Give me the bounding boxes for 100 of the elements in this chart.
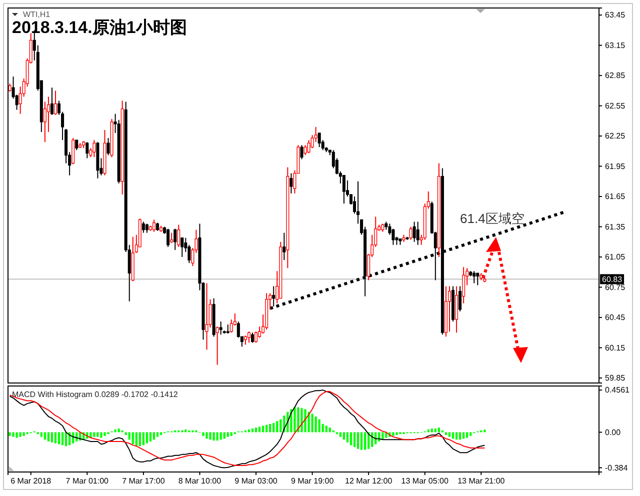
bar bbox=[364, 432, 366, 450]
candlestick bbox=[412, 221, 416, 242]
candlestick bbox=[180, 237, 184, 258]
bar bbox=[12, 432, 14, 437]
text: 2018.3.14.原油1小时图 bbox=[12, 18, 187, 37]
bar bbox=[350, 432, 352, 446]
bar bbox=[438, 428, 440, 432]
bar bbox=[254, 428, 258, 432]
x-tick-label: 9 Mar 03:00 bbox=[234, 476, 278, 486]
candlestick bbox=[92, 140, 96, 158]
bar bbox=[58, 432, 60, 444]
bar bbox=[300, 408, 303, 432]
y-tick-label: 0.4561 bbox=[605, 386, 630, 395]
bar bbox=[360, 432, 363, 450]
candlestick bbox=[244, 335, 247, 346]
bar bbox=[448, 432, 451, 437]
y-tick-label: 61.65 bbox=[605, 192, 626, 202]
candlestick bbox=[219, 321, 222, 336]
y-tick-label: 59.85 bbox=[605, 374, 626, 383]
candlestick bbox=[318, 132, 321, 148]
bar bbox=[8, 432, 11, 436]
bar bbox=[269, 424, 272, 432]
bar bbox=[93, 432, 96, 437]
bar bbox=[40, 432, 42, 437]
candlestick bbox=[448, 286, 451, 332]
bar bbox=[272, 422, 275, 432]
bar bbox=[160, 432, 162, 436]
bar bbox=[251, 428, 254, 432]
y-tick-label: 60.75 bbox=[605, 282, 626, 292]
candlestick bbox=[250, 332, 254, 344]
bar bbox=[396, 432, 398, 436]
candlestick bbox=[75, 140, 78, 151]
bar bbox=[135, 432, 138, 446]
candlestick bbox=[300, 144, 304, 160]
bar bbox=[434, 428, 436, 432]
bar bbox=[276, 421, 278, 432]
bar bbox=[212, 432, 215, 441]
bar bbox=[430, 428, 433, 432]
candlestick bbox=[247, 331, 250, 344]
bar bbox=[156, 432, 159, 437]
bar bbox=[216, 432, 218, 441]
x-tick-label: 7 Mar 01:00 bbox=[66, 476, 110, 486]
bar bbox=[382, 432, 384, 440]
y-tick-label: 61.35 bbox=[605, 222, 626, 232]
bar bbox=[328, 428, 331, 432]
bar bbox=[346, 432, 349, 442]
y-tick-label: 60.15 bbox=[605, 343, 626, 352]
candlestick bbox=[170, 232, 174, 244]
bar bbox=[392, 432, 394, 436]
bar bbox=[152, 432, 156, 440]
candlestick bbox=[50, 87, 54, 116]
bar bbox=[374, 432, 377, 444]
bar bbox=[230, 432, 232, 436]
bar bbox=[209, 432, 212, 440]
candlestick bbox=[409, 226, 412, 240]
bar bbox=[202, 432, 204, 436]
bar bbox=[455, 432, 458, 440]
bar bbox=[470, 432, 472, 436]
y-tick-label: 63.15 bbox=[605, 40, 626, 50]
bar bbox=[223, 432, 226, 439]
bar bbox=[339, 432, 342, 437]
candlestick bbox=[205, 282, 208, 350]
candlestick bbox=[290, 172, 293, 194]
bar bbox=[114, 429, 116, 432]
candlestick bbox=[54, 90, 57, 116]
candlestick bbox=[476, 272, 480, 286]
bar bbox=[297, 407, 300, 432]
candlestick bbox=[342, 174, 346, 204]
x-tick-label: 8 Mar 10:00 bbox=[178, 476, 222, 486]
candlestick bbox=[236, 321, 240, 338]
y-tick-label: 62.55 bbox=[605, 101, 626, 110]
bar bbox=[266, 424, 268, 432]
y-tick-label: 62.85 bbox=[605, 71, 626, 80]
y-tick-label: 62.25 bbox=[605, 132, 626, 141]
y-tick-label: -0.384 bbox=[605, 463, 628, 472]
y-tick-label: 61.05 bbox=[605, 252, 626, 262]
bar bbox=[353, 432, 356, 448]
candlestick bbox=[86, 142, 89, 159]
candlestick bbox=[177, 224, 180, 248]
bar bbox=[54, 432, 57, 444]
bar bbox=[226, 432, 229, 437]
candlestick bbox=[166, 228, 170, 248]
candlestick bbox=[272, 286, 276, 307]
bar bbox=[104, 432, 106, 436]
bar bbox=[96, 432, 99, 437]
candlestick bbox=[152, 219, 156, 232]
bar bbox=[146, 432, 148, 444]
bar bbox=[458, 432, 462, 440]
bar bbox=[19, 432, 22, 437]
x-tick-label: 12 Mar 12:00 bbox=[345, 476, 393, 486]
bar bbox=[64, 432, 68, 446]
bar bbox=[100, 432, 102, 438]
bar bbox=[258, 426, 261, 432]
bar bbox=[311, 414, 314, 432]
bar bbox=[318, 419, 320, 432]
bar bbox=[314, 416, 317, 432]
bar bbox=[294, 407, 296, 432]
candlestick bbox=[142, 221, 145, 234]
bar bbox=[280, 419, 282, 432]
candlestick bbox=[226, 324, 230, 334]
